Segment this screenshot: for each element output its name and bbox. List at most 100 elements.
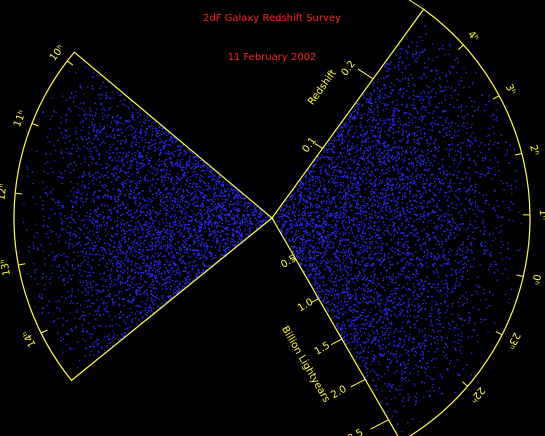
galaxy <box>372 279 374 281</box>
galaxy <box>432 324 434 327</box>
galaxy <box>392 158 394 161</box>
galaxy <box>306 195 308 198</box>
galaxy <box>413 98 415 101</box>
galaxy <box>414 206 416 209</box>
galaxy <box>407 117 410 119</box>
galaxy <box>351 187 354 189</box>
galaxy <box>441 183 444 185</box>
galaxy <box>282 210 285 212</box>
galaxy <box>370 213 372 215</box>
galaxy <box>468 180 470 183</box>
galaxy <box>437 311 439 313</box>
galaxy <box>366 375 369 377</box>
galaxy <box>433 331 435 333</box>
galaxy <box>399 241 401 243</box>
galaxy <box>484 234 486 236</box>
galaxy <box>465 229 467 231</box>
galaxy <box>371 129 373 132</box>
galaxy <box>430 319 432 321</box>
galaxy <box>432 384 434 386</box>
galaxy <box>357 263 360 265</box>
galaxy <box>335 217 337 219</box>
galaxy <box>489 100 491 102</box>
galaxy <box>430 312 432 315</box>
galaxy <box>336 260 338 262</box>
galaxy <box>408 46 410 48</box>
galaxy <box>484 249 486 251</box>
galaxy <box>361 323 363 325</box>
galaxy <box>380 294 382 297</box>
galaxy <box>345 201 347 203</box>
galaxy <box>425 302 427 304</box>
galaxy <box>423 200 425 202</box>
galaxy <box>492 294 494 296</box>
galaxy <box>371 102 373 105</box>
galaxy <box>370 300 372 303</box>
galaxy <box>368 325 370 327</box>
galaxy <box>445 240 447 242</box>
galaxy <box>348 325 350 327</box>
galaxy <box>363 270 365 272</box>
galaxy <box>404 364 406 366</box>
galaxy <box>422 105 425 108</box>
galaxy <box>419 359 421 362</box>
galaxy <box>414 141 416 143</box>
galaxy <box>334 166 336 168</box>
galaxy <box>487 166 489 168</box>
galaxy <box>350 205 352 207</box>
galaxy <box>355 293 357 296</box>
galaxy <box>403 232 405 234</box>
galaxy <box>376 322 378 324</box>
galaxy <box>391 415 393 417</box>
galaxy <box>462 142 464 144</box>
galaxy <box>311 268 314 270</box>
galaxy <box>374 134 376 137</box>
galaxy <box>403 343 406 346</box>
galaxy <box>416 110 418 112</box>
galaxy <box>435 269 437 271</box>
galaxy <box>320 237 323 239</box>
galaxy <box>401 173 403 175</box>
galaxy <box>362 222 364 224</box>
galaxy <box>319 181 322 183</box>
galaxy <box>412 418 414 420</box>
galaxy <box>302 211 304 213</box>
galaxy <box>500 230 502 232</box>
galaxy <box>389 206 391 208</box>
galaxy <box>470 249 473 252</box>
galaxy <box>416 352 418 354</box>
galaxy <box>405 196 407 198</box>
galaxy <box>316 176 318 178</box>
galaxy <box>407 312 409 314</box>
galaxy <box>402 273 404 275</box>
galaxy <box>411 122 414 124</box>
galaxy <box>370 281 372 283</box>
galaxy <box>474 206 476 208</box>
galaxy <box>367 301 369 303</box>
galaxy <box>394 177 396 180</box>
galaxy <box>391 126 393 129</box>
galaxy <box>407 264 409 266</box>
galaxy <box>381 390 383 392</box>
galaxy <box>324 187 326 189</box>
galaxy <box>434 272 436 274</box>
galaxy <box>304 210 306 212</box>
galaxy <box>323 162 326 165</box>
galaxy <box>444 257 446 259</box>
galaxy <box>403 301 405 304</box>
galaxy <box>427 296 429 298</box>
galaxy <box>375 153 378 155</box>
galaxy <box>351 143 354 145</box>
galaxy <box>399 218 401 220</box>
galaxy <box>458 328 460 330</box>
galaxy <box>312 223 314 225</box>
galaxy <box>350 296 353 299</box>
galaxy <box>327 207 330 209</box>
galaxy <box>451 87 453 89</box>
galaxy <box>357 182 360 184</box>
galaxy <box>364 248 366 250</box>
galaxy <box>355 297 357 299</box>
galaxy <box>467 227 469 229</box>
galaxy <box>459 210 462 212</box>
galaxy <box>488 127 491 129</box>
